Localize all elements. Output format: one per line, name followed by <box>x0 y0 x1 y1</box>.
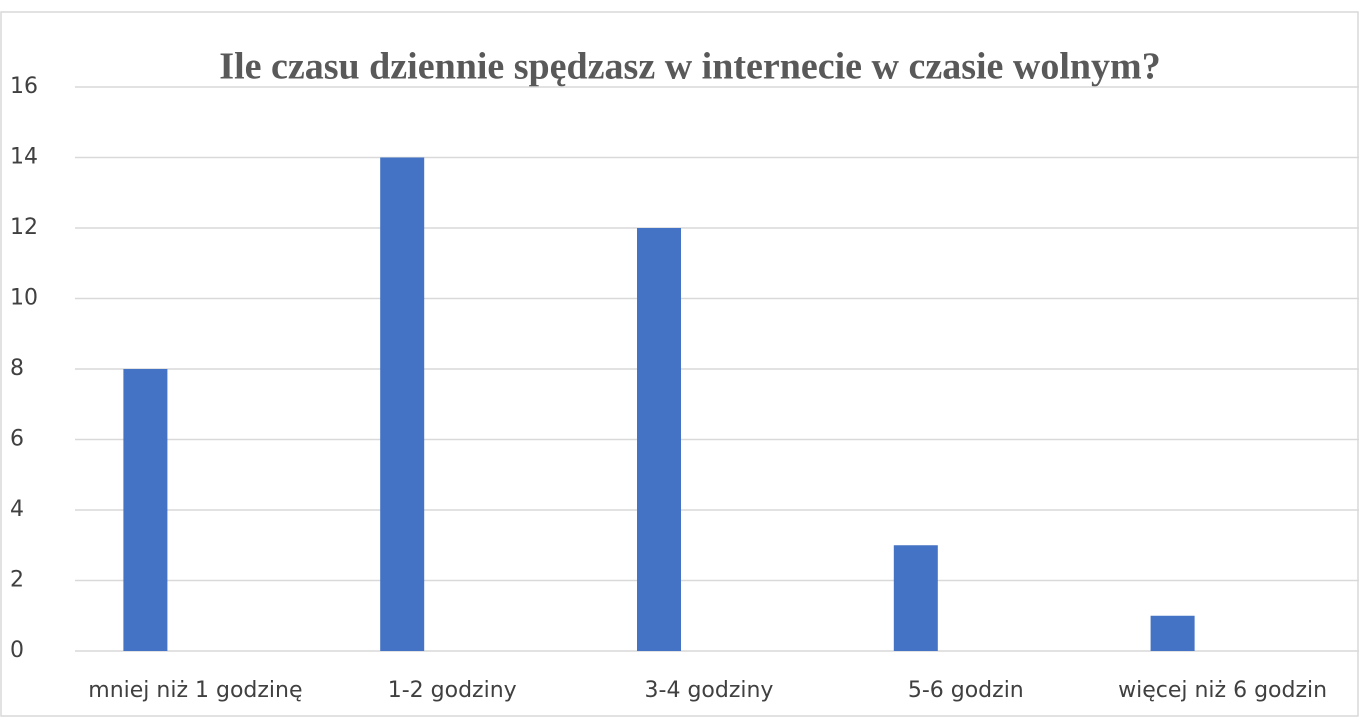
x-tick-label: 3-4 godziny <box>645 678 774 703</box>
bar <box>380 157 425 651</box>
y-tick-label: 8 <box>10 356 24 381</box>
y-tick-label: 14 <box>10 145 38 170</box>
bar <box>123 369 168 651</box>
y-tick-label: 6 <box>10 427 24 452</box>
y-tick-label: 16 <box>10 74 38 99</box>
x-tick-label: mniej niż 1 godzinę <box>88 678 302 703</box>
x-tick-label: 5-6 godzin <box>908 678 1024 703</box>
x-tick-label: więcej niż 6 godzin <box>1118 678 1327 703</box>
chart-title: Ile czasu dziennie spędzasz w internecie… <box>219 46 1160 88</box>
y-tick-label: 12 <box>10 215 38 240</box>
y-tick-label: 0 <box>10 638 24 663</box>
y-tick-label: 10 <box>10 286 38 311</box>
bar <box>637 228 681 651</box>
chart-border <box>0 11 1359 717</box>
y-tick-label: 4 <box>10 497 24 522</box>
bar <box>893 545 938 651</box>
x-tick-label: 1-2 godziny <box>388 678 517 703</box>
bar <box>1150 615 1195 651</box>
y-tick-label: 2 <box>10 568 24 593</box>
